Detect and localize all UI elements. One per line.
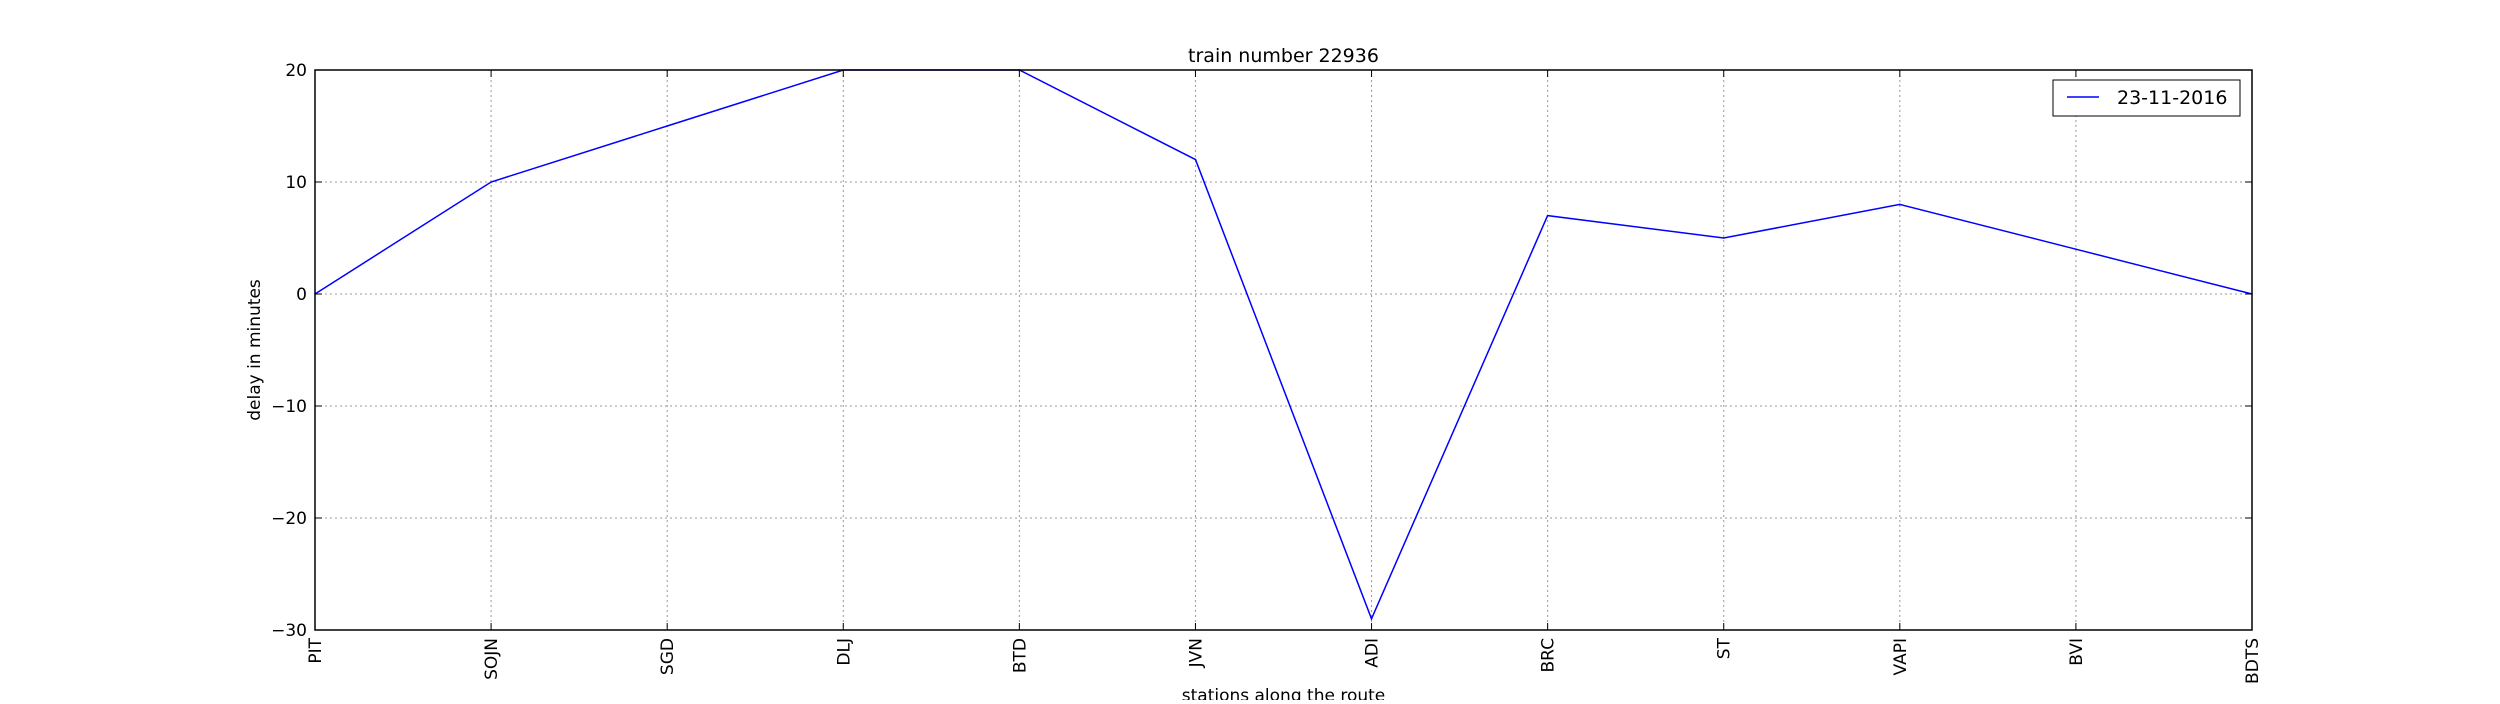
- data-point: [1370, 618, 1373, 620]
- y-axis-label: delay in minutes: [245, 279, 265, 421]
- legend: 23-11-2016: [2052, 79, 2241, 117]
- data-point: [1546, 214, 1549, 217]
- x-tick-label: BRC: [1539, 638, 1559, 673]
- legend-label: 23-11-2016: [2117, 87, 2227, 109]
- y-tick-label: 0: [296, 285, 307, 305]
- x-tick-label: JVN: [1186, 638, 1206, 668]
- chart-title: train number 22936: [1188, 45, 1379, 67]
- y-tick-label: 10: [285, 173, 307, 193]
- data-point: [490, 181, 492, 183]
- tick-layer: PIT SOJN SGD DLJ BTD JVN ADI BRC ST VAPI BVI BDTS 20…: [271, 61, 2263, 684]
- x-tick-label: ADI: [1363, 638, 1383, 668]
- label-layer: train number 22936 stations along the ro…: [245, 45, 1386, 704]
- data-point: [666, 125, 668, 127]
- axes-frame: [314, 69, 2253, 631]
- x-tick-label: SGD: [658, 638, 678, 675]
- y-tick-label: −20: [271, 509, 307, 529]
- legend-box: [2052, 79, 2241, 117]
- x-tick-label: PIT: [306, 637, 326, 663]
- series-layer: [314, 69, 2253, 621]
- grid-layer: [315, 70, 2252, 630]
- y-tick-label: −10: [271, 397, 307, 417]
- data-point: [1899, 203, 1901, 206]
- x-tick-label: BDTS: [2243, 638, 2263, 684]
- data-point: [1194, 158, 1197, 161]
- x-tick-label: SOJN: [482, 638, 502, 680]
- x-tick-label: ST: [1715, 637, 1735, 659]
- x-tick-label: BTD: [1010, 638, 1030, 673]
- x-axis-label: stations along the route: [1182, 686, 1386, 700]
- y-tick-label: 20: [285, 61, 307, 81]
- series-line: [314, 69, 2253, 621]
- x-tick-label: VAPI: [1891, 638, 1911, 675]
- x-tick-label: BVI: [2067, 638, 2087, 666]
- x-tick-label: DLJ: [834, 638, 854, 666]
- data-point: [2075, 248, 2077, 250]
- y-tick-label: −30: [271, 621, 307, 641]
- data-point: [1722, 237, 1725, 239]
